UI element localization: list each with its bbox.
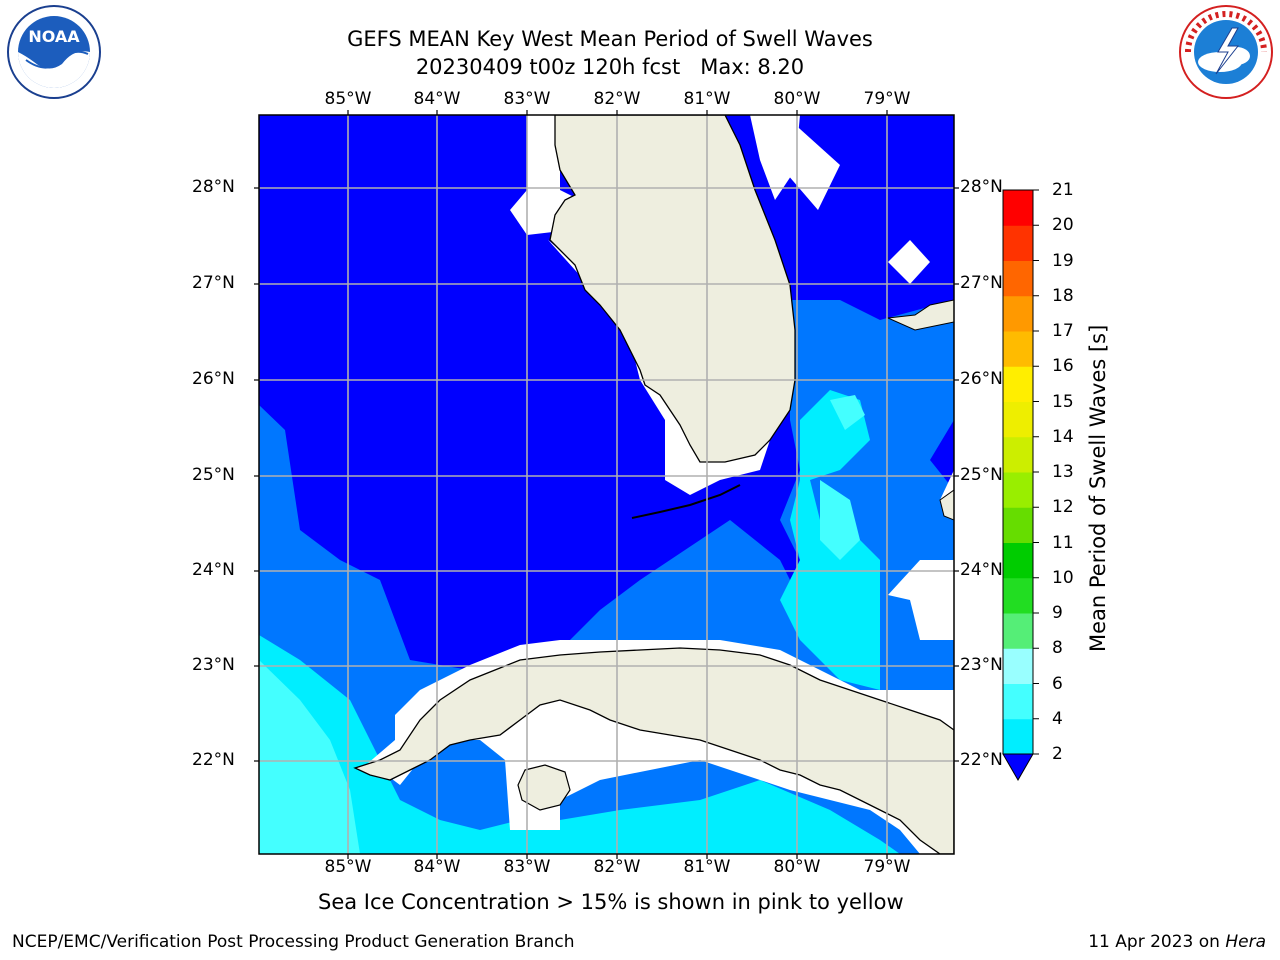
land-bahamas-north xyxy=(886,299,954,331)
lat-label-right: 27°N xyxy=(960,273,1003,293)
colorbar-tick-label: 21 xyxy=(1052,180,1074,200)
lat-label-left: 24°N xyxy=(192,560,235,580)
map-fields xyxy=(259,115,954,854)
map-frame xyxy=(258,114,955,855)
lat-label-left: 25°N xyxy=(192,465,235,485)
lat-label-right: 26°N xyxy=(960,369,1003,389)
chart-subtitle: 20230409 t00z 120h fcst Max: 8.20 xyxy=(415,55,805,79)
lat-label-left: 23°N xyxy=(192,655,235,675)
lat-label-left: 27°N xyxy=(192,273,235,293)
ocean-swell-6-8-south xyxy=(259,635,900,854)
nws-logo xyxy=(1179,5,1273,99)
colorbar-segment xyxy=(1003,542,1033,579)
colorbar-segment xyxy=(1003,613,1033,649)
ocean-swell-8-9-patch xyxy=(830,395,865,430)
lat-label-left: 22°N xyxy=(192,750,235,770)
footer-date-text: 11 Apr 2023 on xyxy=(1088,932,1226,952)
lon-label-bottom: 82°W xyxy=(593,857,641,877)
ocean-swell-8-9-east xyxy=(820,480,860,560)
colorbar-tick-label: 19 xyxy=(1052,250,1074,271)
lat-label-left: 28°N xyxy=(192,177,235,197)
colorbar xyxy=(1002,189,1039,782)
lon-label-top: 81°W xyxy=(683,89,731,109)
lon-label-top: 79°W xyxy=(863,89,911,109)
colorbar-tick-label: 17 xyxy=(1052,321,1074,341)
footer-credit: NCEP/EMC/Verification Post Processing Pr… xyxy=(12,932,575,952)
colorbar-tick-label: 6 xyxy=(1052,673,1063,694)
lat-label-right: 25°N xyxy=(960,465,1003,485)
lat-label-left: 26°N xyxy=(192,369,235,389)
colorbar-tick-label: 9 xyxy=(1052,603,1063,623)
colorbar-tick-label: 14 xyxy=(1052,426,1074,447)
colorbar-extend-arrow xyxy=(1002,753,1034,782)
land-keys xyxy=(631,484,741,519)
lon-label-bottom: 80°W xyxy=(773,857,821,877)
lat-label-right: 23°N xyxy=(960,655,1003,675)
lon-label-bottom: 84°W xyxy=(413,857,461,877)
ocean-swell-8-9-west xyxy=(259,660,360,854)
colorbar-tick-label: 18 xyxy=(1052,285,1074,306)
land-cuba xyxy=(353,647,954,854)
svg-text:NOAA: NOAA xyxy=(28,27,80,46)
lon-label-bottom: 85°W xyxy=(324,857,372,877)
colorbar-tick-label: 13 xyxy=(1052,462,1074,482)
colorbar-segment xyxy=(1003,331,1033,367)
lat-label-right: 22°N xyxy=(960,750,1003,770)
lon-label-top: 85°W xyxy=(324,89,372,109)
colorbar-segment xyxy=(1003,190,1033,226)
colorbar-tick-label: 8 xyxy=(1052,638,1063,659)
colorbar-tick-label: 4 xyxy=(1052,708,1063,729)
land-isla-juventud xyxy=(517,764,571,811)
lat-label-right: 28°N xyxy=(960,177,1003,197)
lon-label-top: 84°W xyxy=(413,89,461,109)
footer-date: 11 Apr 2023 on Hera xyxy=(1088,932,1266,952)
colorbar-tick-label: 10 xyxy=(1052,567,1074,588)
map-ticks xyxy=(254,110,959,859)
lat-label-right: 24°N xyxy=(960,560,1003,580)
sea-ice-note: Sea Ice Concentration > 15% is shown in … xyxy=(318,890,904,914)
colorbar-segment xyxy=(1003,648,1033,684)
colorbar-segment xyxy=(1003,436,1033,473)
colorbar-tick-label: 11 xyxy=(1052,532,1074,553)
noaa-logo: NOAA xyxy=(7,5,101,99)
no-data-bahamas-south xyxy=(888,560,954,640)
map-graticule xyxy=(259,115,954,854)
lon-label-top: 82°W xyxy=(593,89,641,109)
colorbar-segment xyxy=(1003,507,1033,543)
colorbar-segment xyxy=(1003,718,1033,755)
colorbar-segment xyxy=(1003,472,1033,508)
colorbar-tick-label: 16 xyxy=(1052,356,1074,377)
colorbar-tick-label: 2 xyxy=(1052,744,1063,764)
lon-label-bottom: 79°W xyxy=(863,857,911,877)
colorbar-tick-label: 15 xyxy=(1052,391,1074,412)
colorbar-tick-label: 20 xyxy=(1052,215,1074,236)
colorbar-segment xyxy=(1003,295,1033,332)
land-florida xyxy=(549,115,796,463)
colorbar-segment xyxy=(1003,577,1033,614)
lon-label-bottom: 83°W xyxy=(503,857,551,877)
lon-label-top: 80°W xyxy=(773,89,821,109)
colorbar-segment xyxy=(1003,225,1033,261)
colorbar-segment xyxy=(1003,366,1033,402)
colorbar-segment xyxy=(1003,683,1033,720)
chart-title: GEFS MEAN Key West Mean Period of Swell … xyxy=(347,27,873,51)
colorbar-label: Mean Period of Swell Waves [s] xyxy=(1086,324,1110,652)
footer-host: Hera xyxy=(1225,932,1266,952)
colorbar-tick-label: 12 xyxy=(1052,497,1074,518)
colorbar-segment xyxy=(1003,401,1033,438)
lon-label-top: 83°W xyxy=(503,89,551,109)
colorbar-segment xyxy=(1003,260,1033,297)
lon-label-bottom: 81°W xyxy=(683,857,731,877)
